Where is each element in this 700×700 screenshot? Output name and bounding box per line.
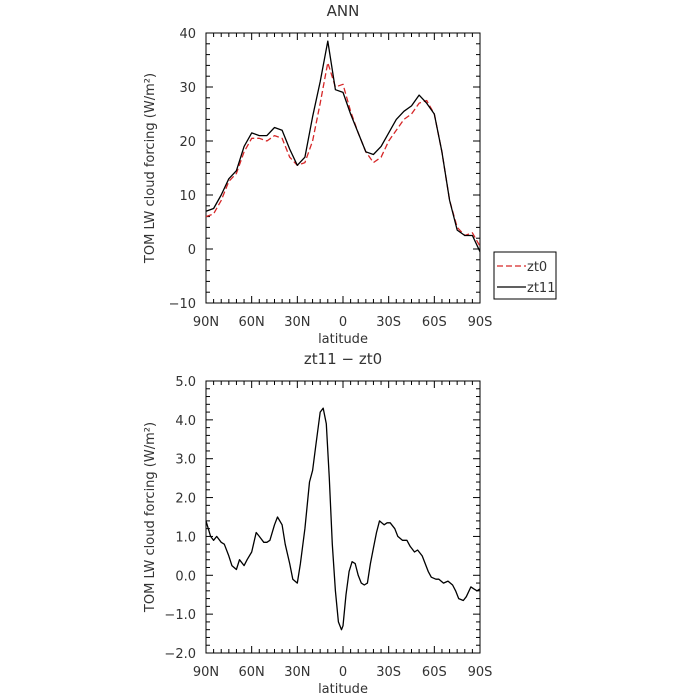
plot-frame	[205, 380, 481, 654]
x-tick-label: 0	[339, 315, 347, 330]
x-tick-label: 0	[339, 665, 347, 680]
plot-frame	[205, 32, 481, 304]
x-tick-label: 30N	[284, 665, 310, 680]
y-tick-label: 4.0	[175, 414, 196, 429]
y-axis-label: TOM LW cloud forcing (W/m²)	[143, 73, 158, 264]
y-tick-label: −10	[169, 297, 196, 312]
x-tick-label: 30N	[284, 315, 310, 330]
chart-legend: zt0 zt11	[493, 251, 557, 300]
y-tick-label: −2.0	[164, 647, 196, 662]
series-line-diff	[205, 407, 481, 631]
series-line-zt0	[205, 62, 481, 247]
y-tick-label: −1.0	[164, 608, 196, 623]
legend-label-zt11: zt11	[527, 281, 555, 296]
chart-title: ANN	[327, 2, 360, 20]
y-tick-label: 2.0	[175, 492, 196, 507]
y-tick-label: 20	[179, 135, 196, 150]
legend-label-zt0: zt0	[527, 260, 547, 275]
y-tick-label: 5.0	[175, 375, 196, 390]
chart-panel-1: ANN 90N 60N 30N 0 30S 60S 90S −10 0 10 20 30 40 latitu…	[143, 2, 557, 347]
x-axis-label: latitude	[318, 332, 368, 347]
x-tick-label: 60S	[422, 315, 447, 330]
x-tick-label: 90N	[193, 315, 219, 330]
y-tick-label: 10	[179, 189, 196, 204]
x-tick-label: 60S	[422, 665, 447, 680]
x-tick-label: 90N	[193, 665, 219, 680]
chart-title: zt11 − zt0	[304, 350, 382, 368]
legend-box	[493, 251, 557, 300]
x-tick-label: 90S	[468, 315, 493, 330]
y-tick-label: 3.0	[175, 453, 196, 468]
y-tick-label: 40	[179, 27, 196, 42]
x-tick-label: 60N	[239, 315, 265, 330]
y-tick-label: 1.0	[175, 530, 196, 545]
x-axis-label: latitude	[318, 682, 368, 697]
y-tick-label: 30	[179, 81, 196, 96]
x-tick-label: 30S	[376, 315, 401, 330]
series-line-zt11	[205, 40, 481, 252]
y-axis-label: TOM LW cloud forcing (W/m²)	[143, 422, 158, 613]
x-tick-label: 30S	[376, 665, 401, 680]
x-tick-label: 60N	[239, 665, 265, 680]
y-tick-label: 0	[188, 243, 196, 258]
y-tick-label: 0.0	[175, 569, 196, 584]
x-tick-label: 90S	[468, 665, 493, 680]
chart-panel-2: zt11 − zt0 90N 60N 30N 0 30S 60S 90S −2.0 −1.0 0.0…	[143, 350, 492, 697]
